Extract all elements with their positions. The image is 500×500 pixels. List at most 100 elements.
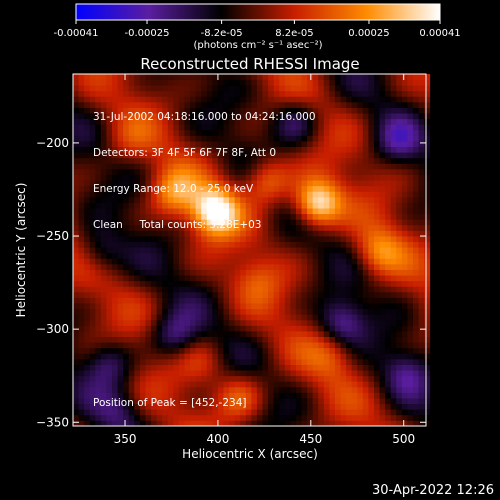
heatmap-cell — [346, 342, 353, 349]
x-tick-label: 500 — [392, 432, 415, 446]
heatmap-cell — [418, 275, 425, 282]
heatmap-cell — [407, 96, 414, 103]
heatmap-cell — [217, 252, 224, 259]
heatmap-cell — [178, 319, 185, 326]
heatmap-cell — [84, 230, 91, 237]
heatmap-cell — [340, 392, 347, 399]
heatmap-cell — [162, 146, 169, 153]
heatmap-cell — [340, 152, 347, 159]
heatmap-cell — [284, 297, 291, 304]
heatmap-cell — [139, 420, 146, 427]
heatmap-cell — [407, 208, 414, 215]
heatmap-cell — [128, 208, 135, 215]
heatmap-cell — [178, 90, 185, 97]
heatmap-cell — [312, 219, 319, 226]
heatmap-cell — [201, 241, 208, 248]
heatmap-cell — [106, 414, 113, 421]
heatmap-cell — [407, 219, 414, 226]
heatmap-cell — [84, 196, 91, 203]
heatmap-cell — [201, 224, 208, 231]
heatmap-cell — [262, 202, 269, 209]
heatmap-cell — [139, 146, 146, 153]
heatmap-cell — [89, 129, 96, 136]
heatmap-cell — [368, 135, 375, 142]
heatmap-cell — [329, 180, 336, 187]
heatmap-cell — [424, 325, 431, 332]
heatmap-cell — [73, 135, 79, 142]
heatmap-cell — [301, 252, 308, 259]
heatmap-cell — [206, 135, 213, 142]
heatmap-cell — [379, 85, 386, 92]
heatmap-cell — [362, 141, 369, 148]
heatmap-cell — [112, 252, 118, 259]
heatmap-cell — [368, 196, 375, 203]
heatmap-cell — [145, 146, 152, 153]
heatmap-cell — [318, 252, 325, 259]
heatmap-cell — [385, 219, 392, 226]
heatmap-cell — [84, 319, 91, 326]
heatmap-cell — [290, 85, 297, 92]
heatmap-cell — [151, 280, 158, 287]
heatmap-cell — [329, 163, 336, 170]
heatmap-cell — [134, 280, 141, 287]
heatmap-cell — [145, 291, 152, 298]
heatmap-cell — [123, 420, 130, 427]
heatmap-cell — [212, 358, 219, 365]
heatmap-cell — [351, 403, 358, 410]
heatmap-cell — [195, 252, 202, 259]
heatmap-cell — [279, 420, 286, 427]
heatmap-cell — [234, 185, 241, 192]
heatmap-cell — [167, 168, 174, 175]
heatmap-cell — [318, 85, 325, 92]
heatmap-cell — [284, 414, 291, 421]
heatmap-cell — [95, 297, 102, 304]
heatmap-cell — [312, 236, 319, 243]
heatmap-cell — [401, 185, 408, 192]
heatmap-cell — [301, 342, 308, 349]
heatmap-cell — [312, 135, 319, 142]
heatmap-cell — [123, 247, 130, 254]
heatmap-cell — [78, 358, 85, 365]
heatmap-cell — [245, 291, 252, 298]
heatmap-cell — [412, 163, 419, 170]
heatmap-cell — [301, 347, 308, 354]
heatmap-cell — [134, 364, 141, 371]
heatmap-cell — [229, 191, 236, 198]
heatmap-cell — [334, 168, 341, 175]
heatmap-cell — [346, 291, 353, 298]
heatmap-cell — [95, 129, 102, 136]
heatmap-cell — [212, 129, 219, 136]
heatmap-cell — [151, 191, 158, 198]
heatmap-cell — [240, 263, 247, 270]
heatmap-cell — [251, 129, 258, 136]
heatmap-cell — [212, 291, 219, 298]
heatmap-cell — [223, 314, 230, 321]
heatmap-cell — [379, 113, 386, 120]
heatmap-cell — [95, 375, 102, 382]
heatmap-cell — [156, 414, 163, 421]
heatmap-cell — [284, 96, 291, 103]
heatmap-cell — [373, 224, 380, 231]
heatmap-cell — [167, 263, 174, 270]
heatmap-cell — [268, 157, 275, 164]
heatmap-cell — [318, 96, 325, 103]
heatmap-cell — [379, 191, 386, 198]
heatmap-cell — [162, 297, 169, 304]
heatmap-cell — [262, 168, 269, 175]
heatmap-cell — [173, 208, 180, 215]
heatmap-cell — [346, 353, 353, 360]
heatmap-cell — [245, 163, 252, 170]
heatmap-cell — [123, 163, 130, 170]
heatmap-cell — [89, 258, 96, 265]
heatmap-cell — [195, 314, 202, 321]
heatmap-cell — [206, 213, 213, 220]
heatmap-cell — [195, 79, 202, 86]
heatmap-cell — [145, 213, 152, 220]
heatmap-cell — [373, 392, 380, 399]
heatmap-cell — [212, 118, 219, 125]
heatmap-cell — [396, 269, 403, 276]
heatmap-cell — [340, 180, 347, 187]
heatmap-cell — [223, 303, 230, 310]
heatmap-cell — [351, 129, 358, 136]
heatmap-cell — [379, 381, 386, 388]
